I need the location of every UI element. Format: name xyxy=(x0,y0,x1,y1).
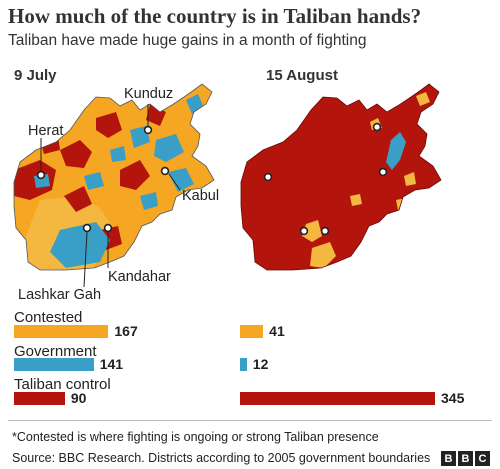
kunduz-marker xyxy=(372,122,382,132)
maps-svg xyxy=(13,83,442,288)
bbc-logo-block: B xyxy=(458,451,473,466)
taliban-area xyxy=(60,140,92,168)
contested-area xyxy=(350,194,362,206)
bbc-logo-block: B xyxy=(441,451,456,466)
taliban-area xyxy=(96,112,122,138)
government-area xyxy=(110,146,126,162)
legend-contested-label: Contested xyxy=(14,309,83,326)
government-area xyxy=(84,172,104,190)
government-area xyxy=(140,192,158,210)
taliban-area xyxy=(64,186,92,212)
city-label-lashkar-gah: Lashkar Gah xyxy=(18,287,102,303)
bar-value-taliban-july: 90 xyxy=(70,390,87,406)
footer-divider xyxy=(8,420,492,421)
chart-title: How much of the country is in Taliban ha… xyxy=(8,4,422,28)
legend-taliban-label: Taliban control xyxy=(14,376,111,393)
lashkar-gah-marker xyxy=(299,226,309,236)
bar-value-government-august: 12 xyxy=(252,356,269,372)
city-label-kabul: Kabul xyxy=(182,188,220,204)
footnote: *Contested is where fighting is ongoing … xyxy=(12,430,379,444)
herat-marker xyxy=(36,170,46,180)
legend-government-label: Government xyxy=(14,343,97,360)
bar-value-government-july: 141 xyxy=(99,356,124,372)
contested-area xyxy=(302,220,322,242)
kabul-marker xyxy=(160,166,170,176)
bar-contested-august xyxy=(240,325,264,338)
bar-government-august xyxy=(240,358,247,371)
herat-marker xyxy=(263,172,273,182)
lashkar-gah-leader xyxy=(83,231,88,288)
bar-value-contested-july: 167 xyxy=(114,323,138,339)
contested-area xyxy=(416,92,430,106)
chart-subtitle: Taliban have made huge gains in a month … xyxy=(8,32,367,49)
bar-value-taliban-august: 345 xyxy=(441,390,465,406)
bar-taliban-july xyxy=(14,392,65,405)
kabul-marker xyxy=(378,167,388,177)
map-15-august xyxy=(240,83,442,271)
source-note: Source: BBC Research. Districts accordin… xyxy=(12,451,431,465)
contested-area xyxy=(310,242,336,268)
city-label-herat: Herat xyxy=(28,123,64,139)
bar-value-contested-august: 41 xyxy=(269,323,285,339)
government-area xyxy=(154,134,184,162)
contested-area xyxy=(404,172,416,186)
government-area xyxy=(386,132,406,170)
kabul-leader xyxy=(168,173,181,191)
bbc-logo-block: C xyxy=(475,451,490,466)
map-date-right: 15 August xyxy=(266,67,338,84)
bar-government-july xyxy=(14,358,94,371)
kandahar-marker xyxy=(320,226,330,236)
taliban-area xyxy=(120,160,150,190)
map-date-left: 9 July xyxy=(14,67,57,84)
map-9-july xyxy=(13,83,215,288)
district-patches-right xyxy=(302,92,430,268)
bar-contested-july xyxy=(14,325,109,338)
city-label-kandahar: Kandahar xyxy=(108,269,171,285)
bar-taliban-august xyxy=(240,392,435,405)
bbc-logo: B B C xyxy=(441,451,490,466)
government-area xyxy=(50,222,110,268)
city-label-kunduz: Kunduz xyxy=(124,86,174,102)
government-area xyxy=(168,168,194,192)
lashkar-gah-marker xyxy=(82,223,92,233)
kunduz-marker xyxy=(143,125,153,135)
kandahar-marker xyxy=(103,223,113,233)
